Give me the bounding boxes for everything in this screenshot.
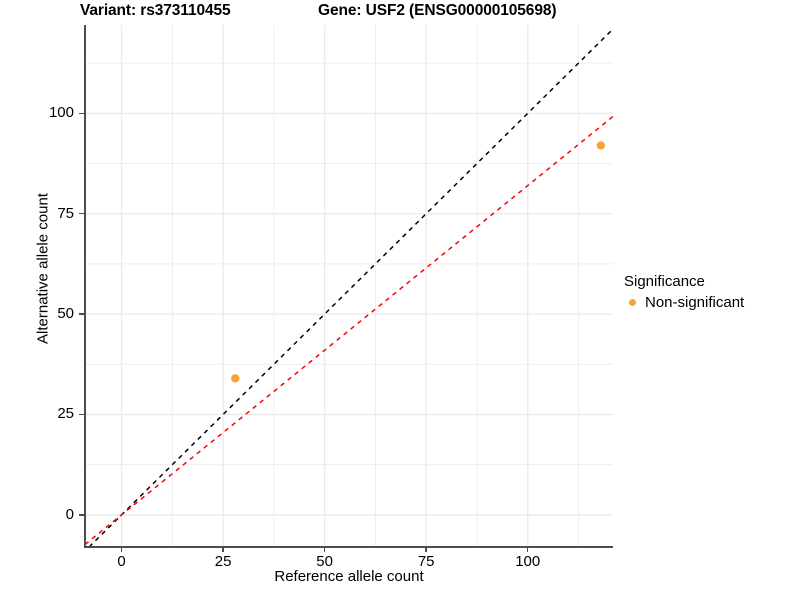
data-point[interactable] [596, 141, 606, 150]
x-axis-tick [120, 547, 123, 552]
legend-item[interactable]: Non-significant [624, 294, 799, 311]
x-axis-label: Reference allele count [274, 568, 424, 585]
x-axis-tick [323, 547, 326, 552]
legend-item-label: Non-significant [645, 294, 745, 311]
legend: Significance Non-significant [624, 272, 799, 311]
major-gridlines [85, 25, 613, 547]
minor-gridlines [85, 25, 613, 547]
plot-title-gene: Gene: USF2 (ENSG00000105698) [318, 2, 557, 19]
fit-line [85, 115, 613, 546]
plot-panel [85, 25, 613, 547]
y-axis-label: Alternative allele count [34, 193, 52, 344]
plot-canvas [85, 25, 613, 547]
y-axis-tick [79, 112, 84, 115]
legend-key-swatch [624, 294, 641, 311]
y-axis-line [84, 25, 86, 548]
x-axis-tick-label: 0 [117, 553, 126, 570]
x-axis-tick [222, 547, 224, 552]
reference-lines [85, 28, 613, 547]
x-axis-tick-label: 75 [417, 553, 435, 570]
plot-title-variant: Variant: rs373110455 [80, 2, 231, 19]
x-axis-line [85, 546, 613, 548]
x-axis-tick-label: 100 [515, 553, 541, 570]
y-axis-tick-label: 50 [57, 305, 74, 323]
x-axis-tick-label: 50 [316, 553, 333, 570]
y-axis-tick-label: 25 [57, 405, 74, 423]
y-axis-tick [79, 313, 84, 315]
x-axis-tick [527, 547, 529, 552]
y-axis-tick [79, 514, 84, 516]
y-axis-tick-label: 0 [65, 505, 74, 523]
identity-line [88, 28, 613, 547]
y-axis-tick [79, 213, 84, 215]
y-axis-tick-label: 100 [48, 104, 74, 122]
x-axis-tick [425, 547, 427, 552]
data-point[interactable] [231, 374, 240, 383]
y-axis-tick [79, 413, 84, 416]
data-points [231, 141, 606, 383]
y-axis-tick-label: 75 [57, 204, 74, 222]
legend-title: Significance [624, 273, 705, 290]
plot-title-row: Variant: rs373110455 Gene: USF2 (ENSG000… [0, 2, 620, 24]
legend-items: Non-significant [624, 294, 799, 311]
legend-point-icon [629, 299, 636, 306]
x-axis-tick-label: 25 [214, 553, 232, 570]
